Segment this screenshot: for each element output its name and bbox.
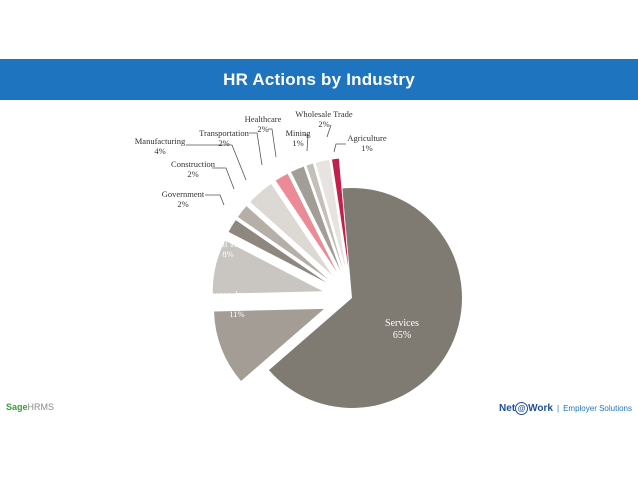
slice-label-healthcare: Healthcare 2% [245, 114, 282, 134]
pie-slice-manufacturing [250, 183, 333, 276]
slice-label-services: Services 65% [385, 318, 419, 341]
at-icon: @ [515, 402, 529, 415]
leader-line-agriculture [333, 143, 346, 153]
sage-hrms-logo: SageHRMS [6, 402, 54, 412]
pie-slice-transportation [275, 173, 337, 273]
slice-label-retail-trade: Retail Trade 8% [207, 239, 249, 259]
pie-slice-services [268, 188, 462, 409]
leader-line-government [205, 194, 225, 206]
leader-line-mining [304, 134, 309, 152]
pie-slice-government [228, 220, 327, 283]
netatwork-brand: Net @ Work [499, 402, 553, 415]
slice-label-government: Government 2% [162, 189, 205, 209]
slice-label-transportation: Transportation 2% [199, 128, 249, 148]
slice-label-construction: Construction 2% [171, 159, 216, 179]
slice-label-finance-insurance-real-estate: Finance, Insurance, Real Estate 11% [204, 289, 270, 319]
slice-label-agriculture: Agriculture 1% [347, 133, 386, 153]
pie-slice-construction [237, 206, 329, 280]
sage-text: Sage [6, 402, 28, 412]
pie-chart: Services 65% Finance, Insurance, Real Estat… [135, 109, 462, 409]
hrms-text: HRMS [27, 402, 55, 412]
employer-solutions-text: Employer Solutions [563, 404, 632, 413]
separator: | [557, 404, 560, 413]
pie-slice-wholesale-trade [315, 159, 346, 269]
pie-slice-healthcare [291, 166, 341, 271]
slice-label-manufacturing: Manufacturing 4% [135, 136, 186, 156]
page-title: HR Actions by Industry [223, 69, 415, 89]
slice-label-mining: Mining 1% [285, 128, 311, 148]
leader-line-construction [212, 167, 235, 190]
pie-slice-agriculture [331, 158, 349, 269]
leader-line-wholesale-trade [326, 124, 332, 138]
leader-line-manufacturing [186, 144, 247, 181]
pie-slice-retail-trade [212, 240, 323, 294]
work-text: Work [528, 403, 553, 414]
pie-slice-finance-insurance-real-estate [214, 308, 325, 382]
net-text: Net [499, 403, 516, 414]
leader-line-transportation [249, 132, 263, 166]
title-band: HR Actions by Industry [0, 59, 638, 100]
slice-label-wholesale-trade: Wholesale Trade 2% [295, 109, 353, 129]
pie-slice-mining [306, 163, 343, 270]
leader-line-healthcare [268, 128, 277, 158]
netatwork-logo: Net @ Work | Employer Solutions [499, 402, 632, 415]
